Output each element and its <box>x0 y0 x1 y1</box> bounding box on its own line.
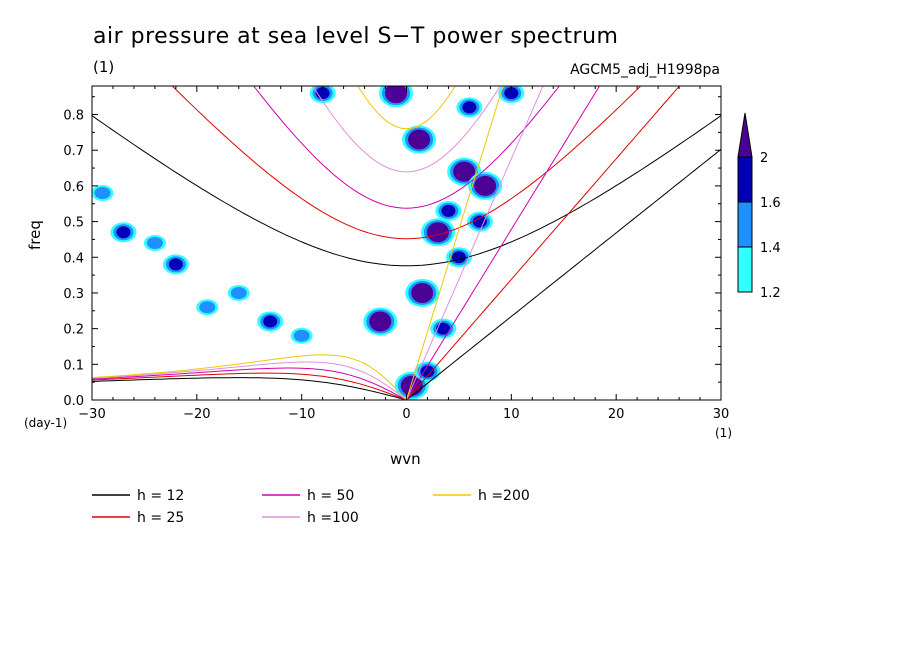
dispersion-curve-kelvin <box>406 86 504 400</box>
y-tick-label: 0.0 <box>63 394 84 409</box>
x-tick-label: 20 <box>608 407 625 422</box>
chart-subtitle: (1) <box>93 58 115 76</box>
contour-blob-core <box>420 365 435 378</box>
y-tick-label: 0.1 <box>63 358 84 373</box>
dispersion-curve-gravity <box>92 115 721 267</box>
colorbar: 1.2 1.4 1.6 2 <box>737 112 781 301</box>
chart-title: air pressure at sea level S−T power spec… <box>93 24 619 49</box>
dispersion-curve-kelvin <box>406 86 681 400</box>
y-tick-label: 0.3 <box>63 287 84 302</box>
dispersion-curve-rossby <box>92 372 407 400</box>
contour-blob-mid <box>293 329 310 342</box>
dispersion-curve-rossby <box>92 377 407 400</box>
contour-blob-core <box>263 315 278 328</box>
colorbar-label: 1.2 <box>760 286 781 301</box>
dispersion-curve-kelvin <box>406 86 601 400</box>
colorbar-arrow <box>737 112 753 158</box>
contour-blob-mid <box>199 301 216 314</box>
y-tick-label: 0.2 <box>63 323 84 338</box>
x-axis-unit: (1) <box>715 426 732 440</box>
contour-blob-core <box>400 375 423 396</box>
legend-label: h = 25 <box>137 510 184 526</box>
contour-blob-core <box>462 101 477 114</box>
contour-blob-core <box>451 251 466 264</box>
x-tick-label: −10 <box>288 407 315 422</box>
colorbar-segment <box>737 156 753 203</box>
contour-blob-core <box>411 282 434 303</box>
dispersion-curve-kelvin <box>406 86 544 400</box>
dispersion-curves <box>92 86 721 400</box>
contour-blob-core <box>436 322 451 335</box>
dispersion-curve-gravity <box>171 86 642 240</box>
colorbar-label: 1.4 <box>760 241 781 256</box>
dispersion-curve-kelvin <box>406 148 721 400</box>
legend-label: h = 12 <box>137 488 184 504</box>
contour-blob-core <box>116 226 131 239</box>
y-tick-label: 0.7 <box>63 144 84 159</box>
x-axis-label: wvn <box>390 450 421 468</box>
x-tick-label: 30 <box>713 407 730 422</box>
y-tick-label: 0.6 <box>63 180 84 195</box>
dispersion-curve-rossby <box>92 367 407 400</box>
colorbar-label: 2 <box>760 151 768 166</box>
contour-blob-core <box>426 222 449 243</box>
contour-blob-core <box>385 86 408 104</box>
contour-blob-core <box>168 258 183 271</box>
dispersion-curve-rossby <box>92 354 407 400</box>
colorbar-segment <box>737 246 753 293</box>
contour-blob-core <box>474 175 497 196</box>
contour-blob-core <box>408 129 431 150</box>
contour-blob-core <box>441 204 456 217</box>
axes: −30 −20 −10 0 10 20 30 0.0 0.1 0.2 0.3 0.4 0.5 0.6 0.7… <box>63 86 729 422</box>
x-tick-label: 0 <box>402 407 410 422</box>
dispersion-curve-gravity <box>357 86 456 130</box>
contour-blob-core <box>369 311 392 332</box>
colorbar-segment <box>737 201 753 248</box>
dataset-label: AGCM5_adj_H1998pa <box>570 62 720 78</box>
x-tick-label: 10 <box>503 407 520 422</box>
x-tick-label: −30 <box>78 407 105 422</box>
contour-blob-core <box>472 215 487 228</box>
colorbar-label: 1.6 <box>760 196 781 211</box>
y-tick-label: 0.4 <box>63 251 84 266</box>
y-tick-label: 0.5 <box>63 216 84 231</box>
legend-label: h = 50 <box>307 488 354 504</box>
y-axis-unit: (day-1) <box>24 416 68 430</box>
legend-label: h =200 <box>478 488 530 504</box>
dispersion-curve-gravity <box>312 86 501 173</box>
contour-blob-mid <box>94 187 111 200</box>
legend: h = 12 h = 25 h = 50 h =100 h =200 <box>92 488 530 526</box>
y-tick-label: 0.8 <box>63 109 84 124</box>
shaded-contours <box>92 86 525 400</box>
contour-blob-core <box>453 161 476 182</box>
contour-blob-core <box>504 87 519 100</box>
dispersion-curve-rossby <box>92 361 407 400</box>
x-tick-label: −20 <box>183 407 210 422</box>
legend-label: h =100 <box>307 510 359 526</box>
dispersion-curve-gravity <box>253 86 560 209</box>
contour-blob-mid <box>230 286 247 299</box>
contour-blob-mid <box>146 237 163 249</box>
